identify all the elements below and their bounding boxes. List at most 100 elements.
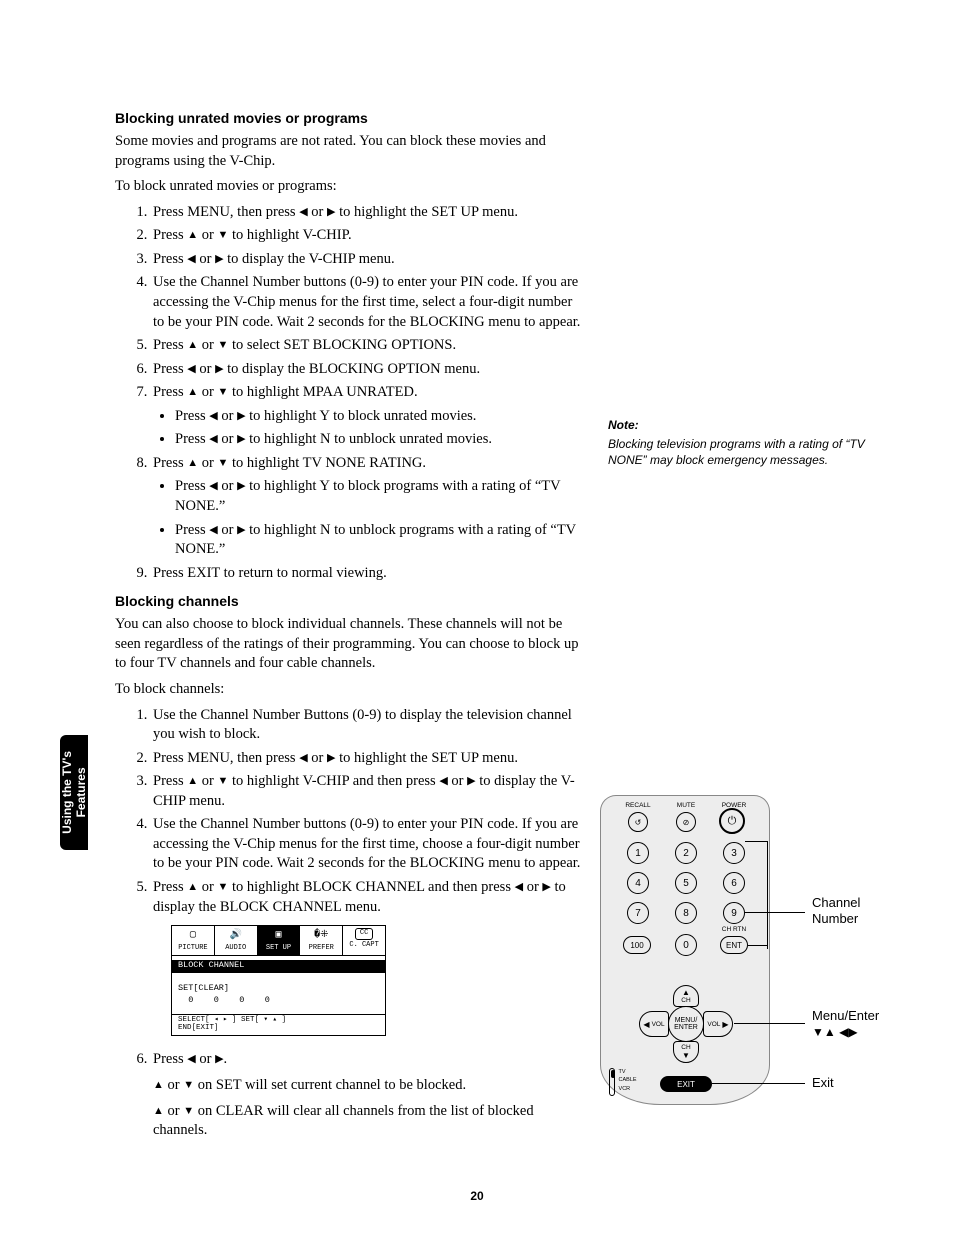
left-arrow-icon: ◀ [299, 751, 307, 766]
ent-button[interactable]: ENT [720, 936, 748, 954]
label-recall: RECALL [621, 802, 655, 809]
note-body: Blocking television programs with a rati… [608, 436, 878, 468]
osd-body: BLOCK CHANNEL SET[CLEAR] 0 0 0 0 SELECT[… [172, 956, 385, 1036]
osd-title: BLOCK CHANNEL [172, 960, 385, 973]
num-8-button[interactable]: 8 [675, 902, 697, 924]
c-step-6-line1: ▲ or ▼ on SET will set current channel t… [153, 1076, 585, 1096]
intro-unrated-1: Some movies and programs are not rated. … [115, 132, 585, 171]
right-arrow-icon: ▶ [237, 432, 245, 447]
step-4: Use the Channel Number buttons (0-9) to … [151, 273, 585, 332]
osd-row-values: 0 0 0 0 [178, 995, 379, 1006]
step-8-sub-2: Press ◀ or ▶ to highlight N to unblock p… [175, 521, 585, 560]
up-arrow-icon: ▲ [187, 880, 198, 895]
right-arrow-icon: ▶ [215, 1052, 223, 1067]
up-arrow-icon: ▲ [187, 774, 198, 789]
step-7: Press ▲ or ▼ to highlight MPAA UNRATED. … [151, 383, 585, 450]
step-5: Press ▲ or ▼ to select SET BLOCKING OPTI… [151, 336, 585, 356]
callout-line-menu [734, 1023, 805, 1024]
remote-figure: RECALL MUTE POWER ↺ ⊘ ⏻ 1 2 3 4 5 6 7 8 … [600, 795, 900, 1105]
steps-channels: Use the Channel Number Buttons (0-9) to … [115, 706, 585, 1141]
c-step-3: Press ▲ or ▼ to highlight V-CHIP and the… [151, 772, 585, 811]
manual-page: Using the TV'sFeatures Note: Blocking te… [0, 0, 954, 1235]
num-7-button[interactable]: 7 [627, 902, 649, 924]
heading-unrated: Blocking unrated movies or programs [115, 110, 585, 126]
power-button[interactable]: ⏻ [719, 808, 745, 834]
num-4-button[interactable]: 4 [627, 872, 649, 894]
down-arrow-icon: ▼ [217, 774, 228, 789]
step-2: Press ▲ or ▼ to highlight V-CHIP. [151, 226, 585, 246]
mode-switch[interactable]: TV CABLE VCR [609, 1068, 637, 1098]
c-step-1: Use the Channel Number Buttons (0-9) to … [151, 706, 585, 745]
up-arrow-icon: ▲ [187, 228, 198, 243]
num-1-button[interactable]: 1 [627, 842, 649, 864]
down-arrow-icon: ▼ [217, 228, 228, 243]
callout-exit: Exit [812, 1075, 834, 1091]
page-number: 20 [0, 1189, 954, 1203]
step-6: Press ◀ or ▶ to display the BLOCKING OPT… [151, 360, 585, 380]
down-arrow-icon: ▼ [183, 1104, 194, 1119]
callout-menu-symbols: ▼▲ ◀▶ [812, 1025, 858, 1040]
main-column: Blocking unrated movies or programs Some… [115, 110, 585, 1141]
step-3: Press ◀ or ▶ to display the V-CHIP menu. [151, 250, 585, 270]
num-3-button[interactable]: 3 [723, 842, 745, 864]
step-7-sub-1: Press ◀ or ▶ to highlight Y to block unr… [175, 407, 585, 427]
note-box: Note: Blocking television programs with … [608, 418, 878, 468]
menu-enter-button[interactable]: MENU/ENTER [668, 1006, 704, 1042]
num-2-button[interactable]: 2 [675, 842, 697, 864]
ch-up-button[interactable]: ▲CH [673, 985, 699, 1007]
callout-line-exit [712, 1083, 805, 1084]
step-8-sub-1: Press ◀ or ▶ to highlight Y to block pro… [175, 477, 585, 516]
section-tab: Using the TV'sFeatures [60, 735, 88, 850]
step-1: Press MENU, then press ◀ or ▶ to highlig… [151, 203, 585, 223]
num-5-button[interactable]: 5 [675, 872, 697, 894]
left-arrow-icon: ◀ [209, 409, 217, 424]
osd-tab-prefer: �⁜PREFER [300, 926, 343, 954]
left-arrow-icon: ◀ [439, 774, 447, 789]
step-7-sub: Press ◀ or ▶ to highlight Y to block unr… [153, 407, 585, 450]
right-arrow-icon: ▶ [542, 880, 550, 895]
down-arrow-icon: ▼ [217, 880, 228, 895]
ch-down-button[interactable]: CH▼ [673, 1041, 699, 1063]
c-step-2: Press MENU, then press ◀ or ▶ to highlig… [151, 749, 585, 769]
note-heading: Note: [608, 418, 878, 432]
osd-tab-ccapt: CCC. CAPT [343, 926, 385, 954]
left-arrow-icon: ◀ [209, 523, 217, 538]
c-step-6-line2: ▲ or ▼ on CLEAR will clear all channels … [153, 1102, 585, 1141]
callout-channel-number: Channel Number [812, 895, 860, 928]
mute-button[interactable]: ⊘ [676, 812, 696, 832]
down-arrow-icon: ▼ [217, 385, 228, 400]
num-9-button[interactable]: 9 [723, 902, 745, 924]
right-arrow-icon: ▶ [237, 523, 245, 538]
label-chrtn: CH RTN [717, 926, 751, 933]
num-6-button[interactable]: 6 [723, 872, 745, 894]
num-0-button[interactable]: 0 [675, 934, 697, 956]
up-arrow-icon: ▲ [187, 385, 198, 400]
left-arrow-icon: ◀ [299, 205, 307, 220]
recall-button[interactable]: ↺ [628, 812, 648, 832]
down-arrow-icon: ▼ [217, 456, 228, 471]
osd-tabs: ▢PICTURE 🔊AUDIO ▣SET UP �⁜PREFER CCC. CA… [172, 926, 385, 955]
callout-line-channel-t [745, 841, 768, 842]
step-9: Press EXIT to return to normal viewing. [151, 564, 585, 584]
osd-figure: ▢PICTURE 🔊AUDIO ▣SET UP �⁜PREFER CCC. CA… [171, 925, 386, 1036]
vol-down-button[interactable]: ◀VOL [639, 1011, 669, 1037]
up-arrow-icon: ▲ [153, 1078, 164, 1093]
callout-menu-enter: Menu/Enter [812, 1008, 879, 1024]
num-100-button[interactable]: 100 [623, 936, 651, 954]
left-arrow-icon: ◀ [187, 362, 195, 377]
osd-tab-audio: 🔊AUDIO [215, 926, 258, 954]
heading-channels: Blocking channels [115, 593, 585, 609]
vol-up-button[interactable]: VOL▶ [703, 1011, 733, 1037]
right-arrow-icon: ▶ [467, 774, 475, 789]
right-arrow-icon: ▶ [237, 479, 245, 494]
c-step-6: Press ◀ or ▶. ▲ or ▼ on SET will set cur… [151, 1050, 585, 1140]
left-arrow-icon: ◀ [209, 479, 217, 494]
intro-channels-2: To block channels: [115, 680, 585, 700]
exit-button[interactable]: EXIT [660, 1076, 712, 1092]
c-step-5: Press ▲ or ▼ to highlight BLOCK CHANNEL … [151, 878, 585, 1036]
left-arrow-icon: ◀ [515, 880, 523, 895]
right-arrow-icon: ▶ [215, 362, 223, 377]
step-7-sub-2: Press ◀ or ▶ to highlight N to unblock u… [175, 430, 585, 450]
callout-line-channel-v [767, 841, 768, 949]
step-8-sub: Press ◀ or ▶ to highlight Y to block pro… [153, 477, 585, 559]
